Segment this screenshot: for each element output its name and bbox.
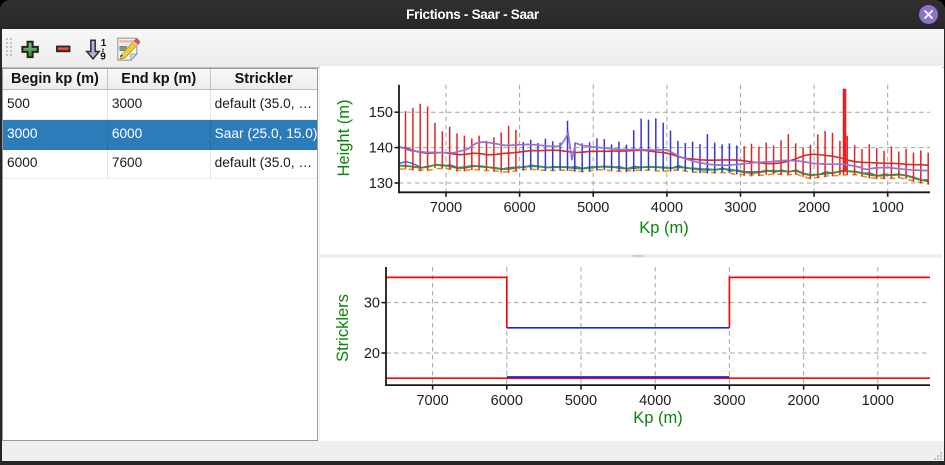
svg-text:140: 140	[369, 141, 393, 157]
svg-text:6000: 6000	[491, 393, 523, 409]
svg-text:Kp (m): Kp (m)	[633, 409, 683, 427]
svg-text:1000: 1000	[872, 200, 904, 216]
svg-text:2000: 2000	[798, 200, 830, 216]
svg-text:130: 130	[369, 176, 393, 192]
svg-text:3000: 3000	[724, 200, 756, 216]
svg-text:Kp (m): Kp (m)	[639, 219, 689, 237]
svg-text:Stricklers: Stricklers	[334, 294, 352, 362]
svg-text:5000: 5000	[577, 200, 609, 216]
svg-text:20: 20	[364, 346, 380, 362]
svg-text:Height (m): Height (m)	[335, 99, 353, 176]
svg-text:4000: 4000	[651, 200, 683, 216]
svg-text:7000: 7000	[416, 393, 448, 409]
svg-text:5000: 5000	[565, 393, 597, 409]
svg-text:9: 9	[100, 51, 106, 62]
svg-text:2000: 2000	[787, 393, 819, 409]
svg-text:150: 150	[369, 105, 393, 121]
svg-text:4000: 4000	[639, 393, 671, 409]
svg-text:7000: 7000	[430, 200, 462, 216]
svg-text:30: 30	[364, 296, 380, 312]
svg-text:1000: 1000	[862, 393, 894, 409]
svg-text:3000: 3000	[713, 393, 745, 409]
svg-text:6000: 6000	[503, 200, 535, 216]
svg-text:1: 1	[101, 38, 107, 49]
